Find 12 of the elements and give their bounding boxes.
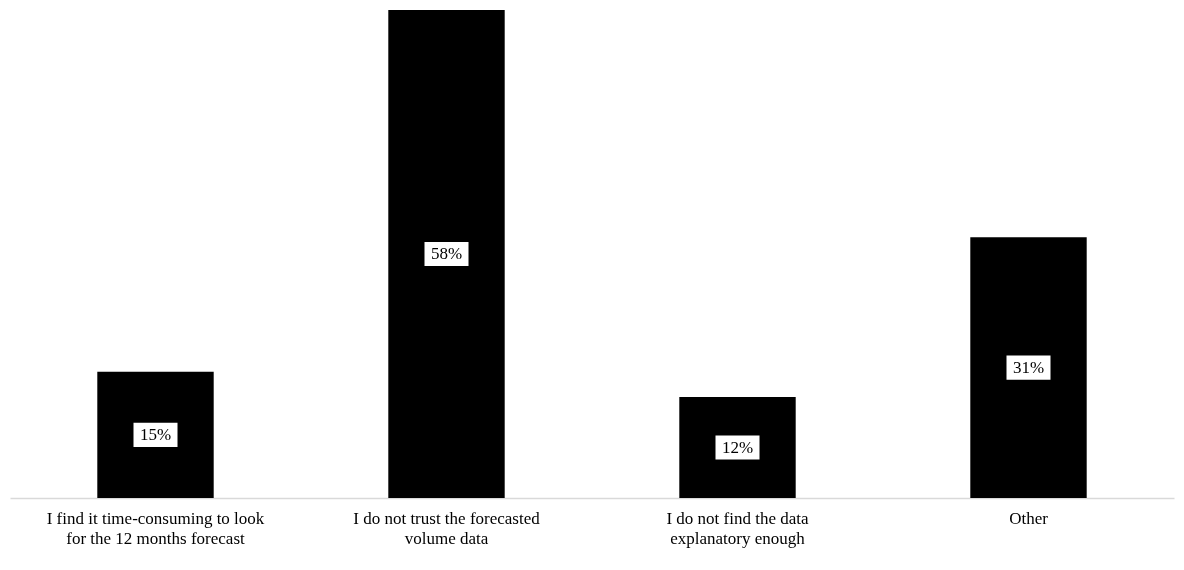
bar	[388, 10, 505, 498]
data-label: 58%	[430, 244, 463, 263]
bar	[679, 397, 796, 498]
x-tick-label: I find it time-consuming to look for the 12 months forecast	[46, 508, 265, 548]
data-label: 12%	[721, 437, 754, 457]
data-label: 31%	[1012, 357, 1045, 377]
bar	[97, 371, 214, 498]
x-tick-label: I do not trust the forecasted volume data	[353, 508, 541, 548]
x-tick-label: I do not find the data explanatory enough	[666, 508, 809, 548]
bar	[970, 237, 1087, 498]
data-label: 15%	[139, 424, 172, 444]
x-tick-label: Other	[1009, 508, 1049, 528]
